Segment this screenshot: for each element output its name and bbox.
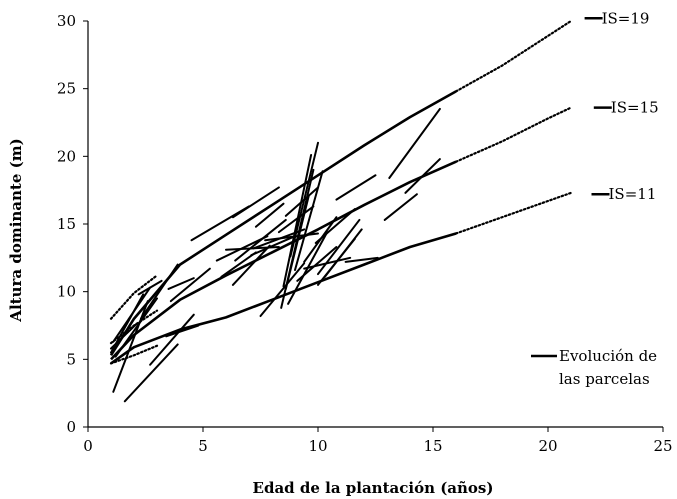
tick-labels: 0 5 10 15 20 25 0 5 10 15 20 25 30 — [57, 12, 673, 455]
plot-line — [317, 218, 361, 276]
plot-line — [220, 251, 257, 278]
plot-line — [296, 246, 338, 282]
x-tick-label: 15 — [423, 437, 442, 455]
curve-is11-solid — [110, 232, 457, 365]
plot-line — [234, 218, 287, 262]
curve-is15-dotted-extension — [454, 106, 573, 163]
x-tick-label: 0 — [83, 437, 93, 455]
legend: Evolución de las parcelas — [531, 347, 657, 388]
plot-line — [254, 202, 285, 228]
curve-is15-solid — [110, 160, 457, 361]
curve-is19-dotted-extension — [454, 19, 573, 93]
y-tick-label: 20 — [57, 147, 76, 165]
plot-line — [123, 343, 179, 403]
curve-is15-dotted-start — [109, 309, 159, 345]
plot-line — [284, 186, 319, 217]
y-axis-title: Altura dominante (m) — [7, 138, 25, 322]
x-tick-label: 25 — [653, 437, 672, 455]
y-tick-label: 30 — [57, 12, 76, 30]
plot-line — [335, 174, 377, 201]
plot-line — [167, 277, 195, 290]
y-tick-label: 25 — [57, 80, 76, 98]
plot-evolution-lines — [110, 107, 441, 403]
curve-label-is19: IS=19 — [602, 9, 650, 27]
x-axis-title: Edad de la plantación (años) — [253, 479, 494, 497]
legend-label-line2: las parcelas — [559, 370, 650, 388]
curve-is19-dotted-start — [109, 274, 159, 320]
plot-line — [282, 153, 313, 288]
plot-line — [169, 267, 211, 303]
x-tick-label: 20 — [538, 437, 557, 455]
legend-label-line1: Evolución de — [559, 347, 657, 365]
plot-line — [149, 313, 195, 366]
axes — [83, 20, 664, 432]
plot-line — [284, 194, 310, 290]
plot-line — [344, 256, 379, 263]
plot-line — [250, 235, 296, 257]
y-tick-label: 10 — [57, 283, 76, 301]
curve-labels: IS=19 IS=15 IS=11 — [584, 9, 659, 203]
curve-label-is11: IS=11 — [609, 185, 657, 203]
y-tick-label: 15 — [57, 215, 76, 233]
curve-label-is15: IS=15 — [611, 99, 659, 117]
plot-line — [383, 193, 418, 221]
curve-is19-solid — [109, 90, 457, 356]
curve-is11-dotted-extension — [454, 191, 573, 235]
plot-line — [231, 244, 271, 286]
plot-line — [259, 262, 306, 318]
plot-line — [137, 279, 163, 296]
plot-line — [231, 186, 280, 219]
plot-line — [277, 205, 315, 234]
plot-line — [323, 228, 363, 278]
y-tick-label: 0 — [66, 418, 76, 436]
curve-is11-dotted-start — [109, 344, 159, 365]
x-tick-label: 5 — [198, 437, 208, 455]
plot-line — [388, 107, 441, 179]
y-tick-label: 5 — [66, 350, 76, 368]
x-tick-label: 10 — [308, 437, 327, 455]
site-index-curves — [109, 19, 573, 365]
